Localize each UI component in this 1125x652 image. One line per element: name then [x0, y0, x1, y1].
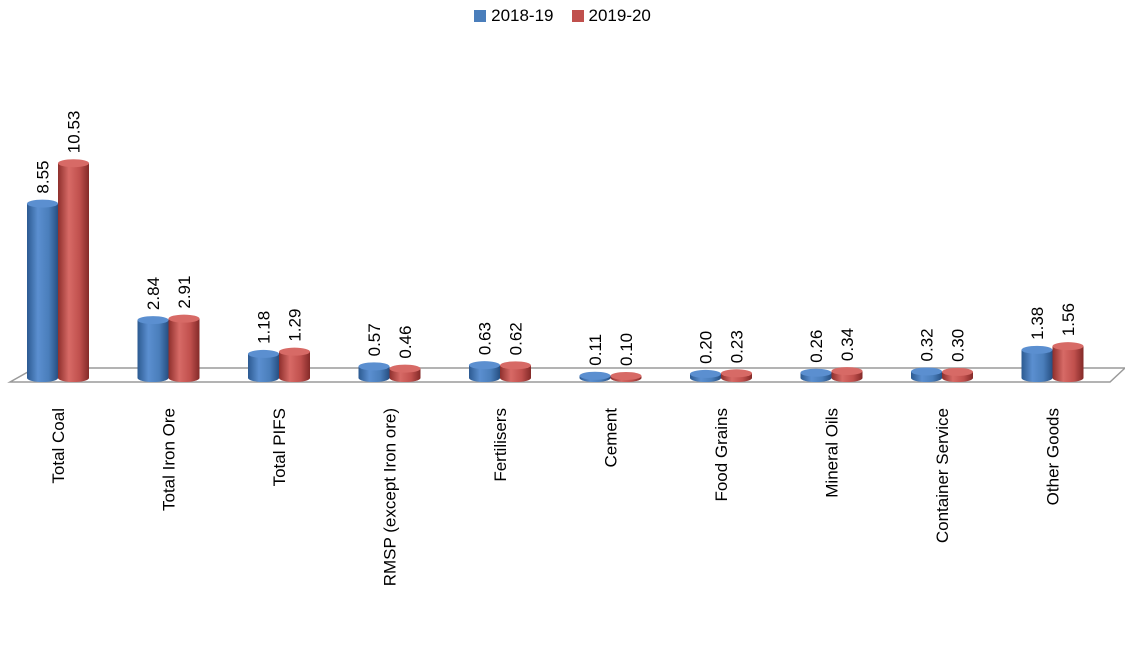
x-tick-label: Total Coal: [49, 408, 68, 484]
bar: [800, 368, 832, 382]
bar: [27, 199, 58, 382]
x-tick-label: Total PIFS: [270, 408, 289, 486]
legend-label-series-1: 2018-19: [491, 6, 554, 25]
data-label: 2.84: [144, 277, 163, 310]
bar-top: [279, 347, 310, 356]
data-label: 1.56: [1059, 303, 1078, 336]
bar: [831, 367, 863, 382]
legend-swatch-series-1: [474, 10, 487, 22]
bar-top: [469, 361, 500, 370]
bar-body: [27, 203, 58, 382]
bar-body: [248, 353, 279, 382]
data-label: 2.91: [175, 276, 194, 309]
data-label: 0.20: [697, 331, 716, 364]
legend: 2018-19 2019-20: [0, 6, 1125, 26]
bar-top: [1021, 345, 1053, 354]
bar-top: [831, 367, 863, 376]
data-label: 1.18: [255, 311, 274, 344]
data-label: 0.10: [617, 333, 636, 366]
data-label: 0.46: [396, 326, 415, 359]
data-label: 0.57: [365, 323, 384, 356]
bar-body: [500, 365, 531, 382]
legend-swatch-series-2: [571, 10, 584, 22]
bar-body: [137, 320, 169, 382]
bar-body: [58, 163, 89, 382]
x-tick-label: RMSP (except Iron ore): [381, 408, 400, 586]
bar-top: [579, 371, 611, 380]
bar: [911, 367, 942, 382]
bar: [469, 361, 500, 382]
bar-top: [168, 314, 200, 323]
data-label: 0.34: [838, 328, 857, 361]
x-tick-label: Mineral Oils: [823, 408, 842, 498]
bar-top: [58, 159, 89, 168]
category-labels-layer: Total Coal Total Iron Ore Total PIFS RMSP (…: [49, 408, 1063, 587]
data-label: 0.26: [807, 330, 826, 363]
bar-body: [1021, 349, 1053, 382]
bar-top: [248, 349, 279, 358]
bar: [58, 159, 89, 382]
bar: [248, 349, 279, 382]
bar: [500, 361, 531, 382]
bar-top: [911, 367, 942, 376]
data-label: 8.55: [34, 160, 53, 193]
bars-layer: [27, 159, 1084, 382]
bar-body: [469, 365, 500, 382]
bar-top: [690, 369, 721, 378]
bar-top: [27, 199, 58, 208]
bar: [358, 362, 390, 382]
data-label: 1.29: [286, 309, 305, 342]
bar-body: [168, 318, 200, 382]
bar-body: [358, 366, 390, 382]
legend-label-series-2: 2019-20: [588, 6, 651, 25]
x-tick-label: Container Service: [933, 408, 952, 543]
bar: [389, 364, 421, 382]
data-label: 0.62: [507, 322, 526, 355]
bar-top: [721, 369, 752, 378]
data-label: 1.38: [1028, 307, 1047, 340]
legend-item-series-2: 2019-20: [571, 6, 651, 26]
bar-top: [610, 371, 642, 380]
x-tick-label: Total Iron Ore: [160, 408, 179, 511]
bar-top: [358, 362, 390, 371]
value-labels-layer: 8.55 10.53 2.84 2.91 1.18 1.29 0.57 0.46 0.63 0.6…: [34, 111, 1079, 366]
bar-top: [389, 364, 421, 373]
bar: [1052, 342, 1084, 382]
bar-top: [137, 316, 169, 325]
bar: [610, 371, 642, 382]
bar-body: [1052, 346, 1084, 382]
bar: [579, 371, 611, 382]
data-label: 0.11: [586, 334, 605, 366]
data-label: 0.63: [476, 322, 495, 355]
data-label: 0.23: [728, 330, 747, 363]
bar: [690, 369, 721, 382]
bar-top: [800, 368, 832, 377]
x-tick-label: Cement: [602, 408, 621, 468]
legend-item-series-1: 2018-19: [474, 6, 554, 26]
bar-top: [942, 367, 973, 376]
x-tick-label: Fertilisers: [491, 408, 510, 482]
x-tick-label: Food Grains: [712, 408, 731, 502]
bar: [1021, 345, 1053, 382]
bar: [279, 347, 310, 382]
x-tick-label: Other Goods: [1044, 408, 1063, 505]
bar: [137, 316, 169, 382]
bar: [721, 369, 752, 382]
data-label: 0.30: [949, 329, 968, 362]
bar-body: [279, 351, 310, 382]
bar-top: [1052, 342, 1084, 351]
data-label: 10.53: [65, 111, 84, 154]
bar: [168, 314, 200, 382]
bar-top: [500, 361, 531, 370]
data-label: 0.32: [918, 328, 937, 361]
bar: [942, 367, 973, 382]
